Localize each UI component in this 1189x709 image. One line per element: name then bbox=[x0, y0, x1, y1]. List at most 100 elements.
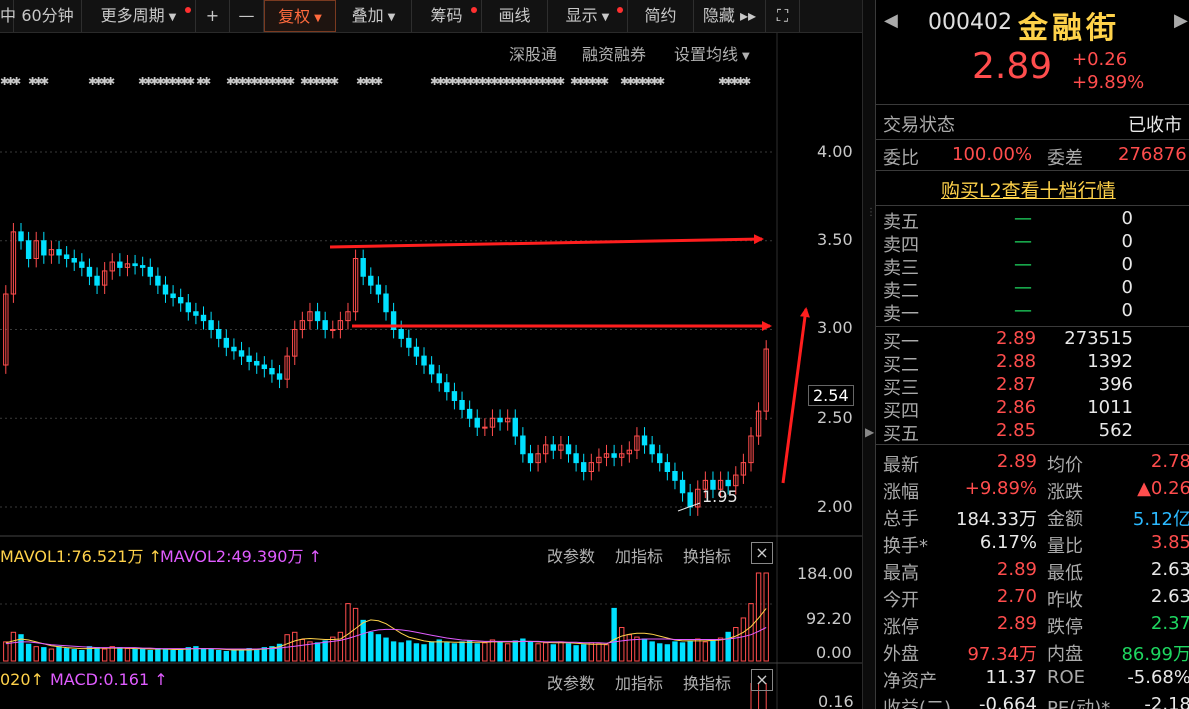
volume-bar bbox=[390, 641, 397, 662]
stat-value: -0.664 bbox=[978, 694, 1037, 709]
candle-body bbox=[748, 435, 754, 464]
link-hk-connect[interactable]: 深股通 bbox=[509, 45, 558, 64]
candle-body bbox=[520, 435, 526, 455]
candle-body bbox=[223, 337, 230, 348]
volume-bar bbox=[193, 646, 199, 662]
link-ma-settings[interactable]: 设置均线 ▼ bbox=[674, 45, 750, 64]
toolbar-item-4[interactable]: — bbox=[230, 0, 264, 32]
candle-body bbox=[619, 453, 625, 458]
weibi-label: 委比 bbox=[883, 148, 919, 169]
event-marker-icon: ✱ bbox=[138, 75, 147, 88]
toolbar-item-5[interactable]: 复权 ▼ bbox=[264, 0, 336, 32]
candle-body bbox=[390, 311, 397, 330]
price-change: +0.26 bbox=[1072, 49, 1128, 70]
prev-stock-icon[interactable]: ◀ bbox=[884, 10, 898, 31]
mavol2-label: MAVOL2:49.390万 ↑ bbox=[160, 547, 322, 566]
volume-bar bbox=[398, 642, 404, 662]
toolbar-item-1[interactable]: 60分钟 bbox=[14, 0, 82, 32]
volume-bar bbox=[406, 640, 412, 662]
volume-bar bbox=[94, 647, 100, 662]
volume-bar bbox=[345, 603, 351, 662]
candle-body bbox=[208, 320, 214, 330]
l2-purchase-link[interactable]: 购买L2查看十档行情 bbox=[941, 180, 1116, 202]
vol-params-button[interactable]: 改参数 bbox=[547, 547, 596, 566]
toolbar-item-12[interactable]: ⛶ bbox=[766, 0, 800, 32]
toolbar-item-8[interactable]: 画线 bbox=[482, 0, 548, 32]
candle-body bbox=[337, 320, 344, 330]
event-marker-icon: ✱ bbox=[88, 75, 97, 88]
stat-label: 最新 bbox=[883, 455, 919, 476]
toolbar-item-10[interactable]: 简约 bbox=[628, 0, 694, 32]
candle-body bbox=[702, 479, 709, 490]
macd-switch-indicator-button[interactable]: 换指标 bbox=[683, 674, 732, 693]
panel-splitter[interactable]: ▶ ⋮ bbox=[862, 0, 876, 709]
volume-bar bbox=[314, 642, 321, 662]
event-marker-icon: ✱ bbox=[442, 75, 451, 88]
kline-chart-area[interactable]: ✱ ✱ ✱ ✱ ✱ ✱ ✱ ✱ ✱ ✱ ✱ ✱ ✱ ✱ ✱ ✱ ✱ ✱ ✱ ✱ ✱ ✱ ✱ ✱ ✱ ✱ ✱ ✱ ✱ ✱ ✱ ✱ ✱ ✱ ✱ ✱ ✱ ✱ ✱ ✱… bbox=[0, 33, 862, 709]
bid-level-price: 2.85 bbox=[996, 420, 1037, 441]
volume-bar bbox=[162, 649, 169, 662]
candle-body bbox=[459, 400, 465, 410]
ask-level-label: 卖五 bbox=[883, 212, 919, 233]
candle-body bbox=[185, 302, 191, 313]
candle-body bbox=[314, 311, 321, 322]
volume-bar bbox=[261, 647, 268, 662]
vol-switch-indicator-button[interactable]: 换指标 bbox=[683, 547, 732, 566]
toolbar-item-label: + bbox=[205, 6, 220, 25]
vol-add-indicator-button[interactable]: 加指标 bbox=[615, 547, 664, 566]
event-marker-icon: ✱ bbox=[472, 75, 481, 88]
volume-bar bbox=[657, 643, 663, 662]
volume-bar bbox=[702, 641, 709, 662]
volume-bar bbox=[520, 638, 526, 662]
link-margin-trading[interactable]: 融资融券 bbox=[582, 45, 647, 64]
candle-body bbox=[725, 479, 731, 487]
event-marker-icon: ✱ bbox=[460, 75, 469, 88]
macd-close-icon[interactable]: × bbox=[751, 669, 773, 691]
candle-body bbox=[307, 311, 313, 322]
candle-body bbox=[542, 444, 549, 455]
event-marker-icon: ✱ bbox=[454, 75, 463, 88]
weibi-value: 100.00% bbox=[952, 144, 1033, 165]
next-stock-icon[interactable]: ▶ bbox=[1174, 10, 1188, 31]
volume-bar bbox=[695, 638, 701, 662]
notification-dot-icon bbox=[471, 7, 477, 13]
macd-add-indicator-button[interactable]: 加指标 bbox=[615, 674, 664, 693]
toolbar-item-6[interactable]: 叠加 ▼ bbox=[336, 0, 412, 32]
vol-close-icon[interactable]: × bbox=[751, 542, 773, 564]
candle-body bbox=[109, 261, 115, 272]
candle-body bbox=[596, 456, 602, 464]
volume-bar bbox=[10, 631, 17, 662]
macd-params-button[interactable]: 改参数 bbox=[547, 674, 596, 693]
expand-arrow-icon[interactable]: ▶ bbox=[865, 425, 875, 439]
volume-bar bbox=[451, 643, 458, 662]
toolbar-item-7[interactable]: 筹码 bbox=[412, 0, 482, 32]
event-marker-icon: ✱ bbox=[174, 75, 183, 88]
toolbar-item-9[interactable]: 显示 ▼ bbox=[548, 0, 628, 32]
stat-value: 184.33万 bbox=[956, 509, 1037, 530]
candle-body bbox=[170, 293, 176, 299]
volume-bar bbox=[18, 634, 24, 662]
event-marker-icon: ✱ bbox=[550, 75, 559, 88]
toolbar-item-label: 简约 bbox=[644, 6, 677, 25]
volume-bar bbox=[383, 637, 389, 662]
volume-bar bbox=[170, 649, 176, 662]
toolbar-item-2[interactable]: 更多周期 ▼ bbox=[82, 0, 196, 32]
toolbar-item-0[interactable]: 中 bbox=[0, 0, 16, 32]
volume-bar bbox=[641, 638, 648, 662]
volume-bar bbox=[588, 642, 595, 662]
drag-grip-icon[interactable]: ⋮ bbox=[866, 207, 876, 218]
toolbar-item-label: — bbox=[238, 6, 255, 25]
volume-bar bbox=[216, 649, 222, 662]
event-marker-icon: ✱ bbox=[94, 75, 103, 88]
toolbar-item-label: ⛶ bbox=[776, 6, 789, 25]
stat-label: 金额 bbox=[1047, 509, 1083, 530]
event-marker-icon: ✱ bbox=[150, 75, 159, 88]
ask-level-label: 卖一 bbox=[883, 304, 919, 325]
candle-body bbox=[124, 263, 131, 268]
candle-body bbox=[436, 373, 442, 384]
toolbar-item-11[interactable]: 隐藏 ▸▸ bbox=[694, 0, 766, 32]
candle-body bbox=[664, 462, 671, 472]
candle-body bbox=[117, 261, 123, 268]
toolbar-item-3[interactable]: + bbox=[196, 0, 230, 32]
kline-chart[interactable]: ✱✱✱ ✱✱✱ ✱✱✱✱ ✱✱✱✱✱✱✱✱✱ ✱✱ ✱✱✱✱✱✱✱✱✱✱✱ ✱✱✱✱✱✱ ✱✱… bbox=[0, 33, 862, 709]
